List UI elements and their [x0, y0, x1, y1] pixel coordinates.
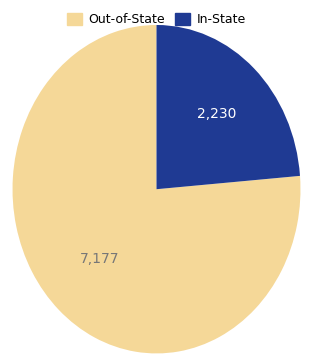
Legend: Out-of-State, In-State: Out-of-State, In-State [62, 8, 251, 31]
Wedge shape [13, 25, 300, 353]
Text: 2,230: 2,230 [197, 107, 237, 121]
Text: 7,177: 7,177 [80, 252, 120, 266]
Wedge shape [156, 25, 300, 189]
